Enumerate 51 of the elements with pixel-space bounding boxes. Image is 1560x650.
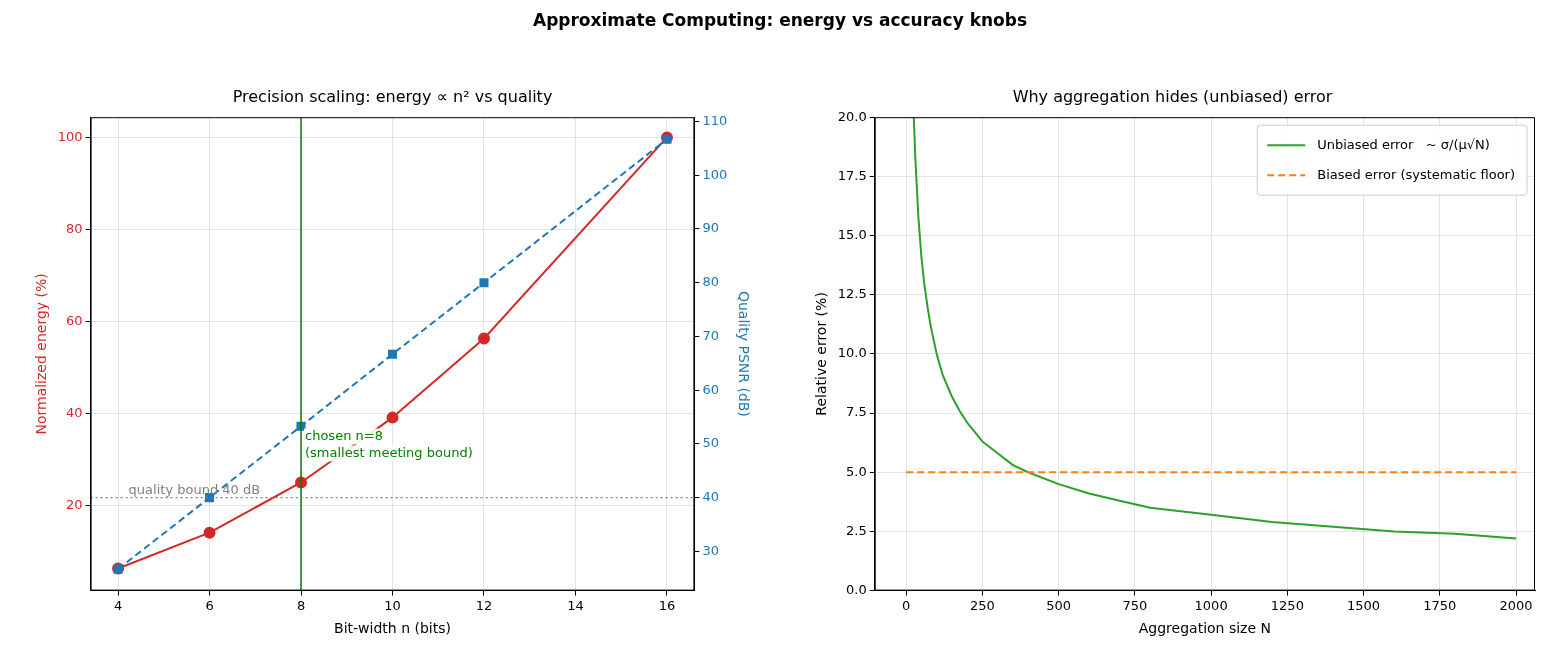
- x-tick-label: 4: [113, 597, 123, 613]
- x-tick-label: 6: [205, 597, 214, 613]
- y-tick-label: 7.5: [846, 404, 867, 420]
- y-tick-label: 5.0: [846, 463, 867, 479]
- y2-tick-label: 60: [702, 381, 719, 397]
- x-tick-label: 2000: [1499, 597, 1533, 613]
- x-tick-label: 250: [969, 597, 995, 613]
- y-axis-title: Relative error (%): [813, 292, 830, 416]
- x-tick-label: 750: [1122, 597, 1148, 613]
- y-tick-label: 10.0: [837, 345, 867, 361]
- legend-label: Biased error (systematic floor): [1317, 166, 1515, 182]
- y-tick-label: 0.0: [846, 581, 867, 597]
- y2-tick-label: 100: [702, 166, 728, 182]
- legend-label: Unbiased error ~ σ/(μ√N): [1317, 136, 1490, 152]
- x-tick-label: 16: [658, 597, 676, 613]
- y-axis-title: Normalized energy (%): [33, 273, 50, 435]
- y2-tick-label: 80: [702, 274, 719, 290]
- y2-tick-label: 90: [702, 220, 719, 236]
- x-tick-label: 14: [567, 597, 584, 613]
- y2-tick-label: 110: [702, 112, 728, 128]
- y-tick-label: 80: [66, 220, 83, 236]
- chart-title: Precision scaling: energy ∝ n² vs quality: [232, 86, 553, 106]
- y-tick-label: 15.0: [837, 226, 867, 242]
- y-tick-label: 20: [66, 496, 83, 512]
- x-tick-label: 1500: [1347, 597, 1381, 613]
- x-tick-label: 0: [902, 597, 911, 613]
- y2-tick-label: 70: [702, 327, 719, 343]
- text: Approximate Computing: energy vs accuracy knobs: [531, 10, 1029, 30]
- ref-line-label: quality bound 40 dB: [128, 481, 261, 497]
- x-tick-label: 1250: [1270, 597, 1304, 613]
- y-tick-label: 20.0: [837, 108, 867, 124]
- x-tick-label: 1750: [1423, 597, 1457, 613]
- x-tick-label: 12: [475, 597, 493, 613]
- y-tick-label: 60: [66, 312, 83, 328]
- y-tick-label: 12.5: [837, 286, 867, 302]
- y2-tick-label: 50: [702, 435, 719, 451]
- y-tick-label: 100: [57, 128, 83, 144]
- x-tick-label: 1000: [1194, 597, 1228, 613]
- y2-tick-label: 40: [702, 489, 719, 505]
- y2-axis-title: Quality PSNR (dB): [735, 290, 752, 417]
- chart-title: Why aggregation hides (unbiased) error: [1012, 86, 1333, 106]
- y-tick-label: 2.5: [846, 522, 867, 538]
- y-tick-label: 40: [66, 404, 83, 420]
- y2-tick-label: 30: [702, 542, 719, 558]
- x-axis-title: Aggregation size N: [1138, 620, 1271, 637]
- x-tick-label: 500: [1046, 597, 1072, 613]
- y-tick-label: 17.5: [837, 167, 867, 183]
- x-tick-label: 10: [384, 597, 401, 613]
- annotation: chosen n=8 (smallest meeting bound): [305, 427, 473, 460]
- x-axis-title: Bit-width n (bits): [334, 620, 451, 637]
- x-tick-label: 8: [296, 597, 306, 613]
